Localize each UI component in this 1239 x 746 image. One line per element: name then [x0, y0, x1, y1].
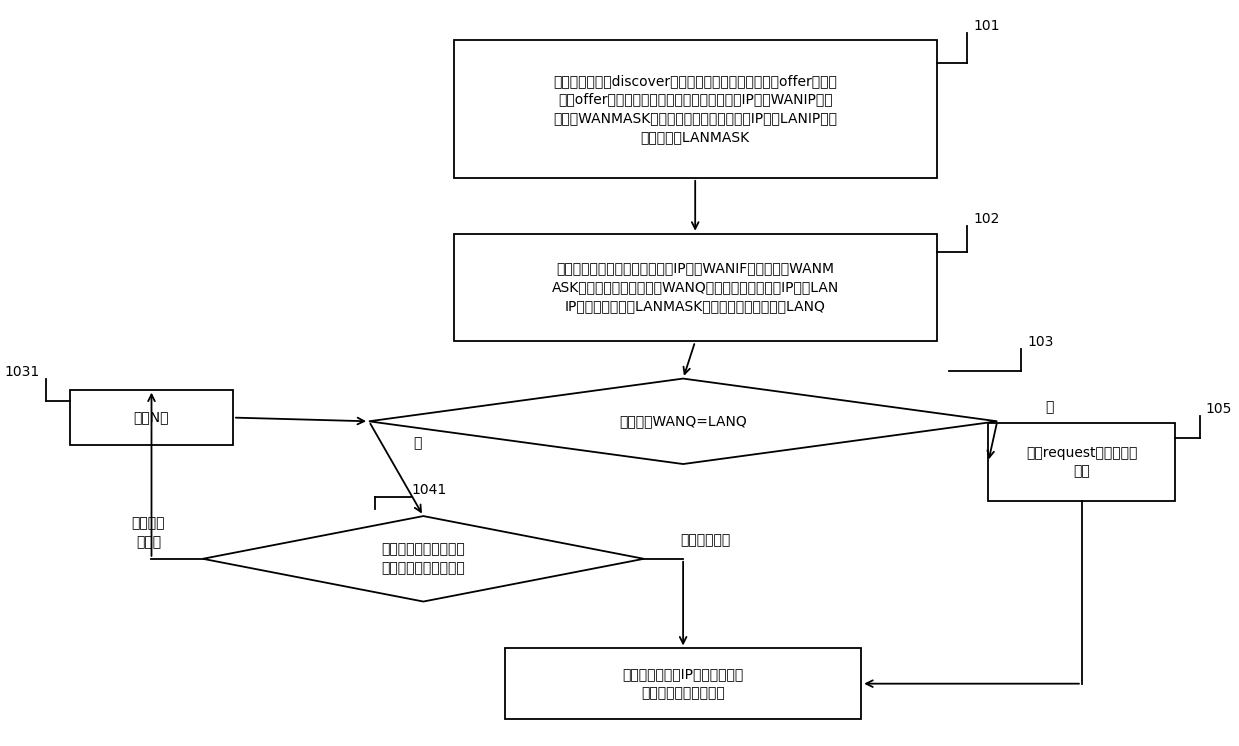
- Text: 向上级设备发送discover报文，接收由上级设备发送的offer报文，
获取offer报文中上级设备分配给二级路由器的IP地址WANIP和子
网掩码WANMA: 向上级设备发送discover报文，接收由上级设备发送的offer报文， 获取o…: [553, 74, 838, 145]
- Text: 判断是否WANQ=LANQ: 判断是否WANQ=LANQ: [620, 414, 747, 428]
- FancyBboxPatch shape: [506, 648, 861, 719]
- FancyBboxPatch shape: [453, 233, 937, 342]
- Text: 105: 105: [1206, 402, 1232, 416]
- Text: 101: 101: [973, 19, 1000, 33]
- Text: 弹出用于提示用户选择
更改或不更改的对话框: 弹出用于提示用户选择 更改或不更改的对话框: [382, 542, 465, 575]
- Polygon shape: [203, 516, 644, 601]
- Text: 1041: 1041: [411, 483, 446, 498]
- Text: 1031: 1031: [5, 365, 40, 378]
- Text: 用户选择修改: 用户选择修改: [680, 533, 730, 548]
- Text: 延时N秒: 延时N秒: [134, 410, 170, 424]
- Text: 否: 否: [1046, 400, 1054, 414]
- FancyBboxPatch shape: [453, 40, 937, 178]
- FancyBboxPatch shape: [69, 389, 233, 445]
- FancyBboxPatch shape: [989, 423, 1176, 501]
- Text: 是: 是: [413, 436, 421, 450]
- Polygon shape: [369, 378, 997, 464]
- Text: 102: 102: [973, 212, 1000, 226]
- Text: 用户选择
不修改: 用户选择 不修改: [131, 516, 165, 549]
- Text: 将上级设备分配给二级路由器的IP地址WANIF和子网掩码WANM
ASK进行与运算得到结果值WANQ，将二级路由器自身IP地址LAN
IP和自身子网掩码LANM: 将上级设备分配给二级路由器的IP地址WANIF和子网掩码WANM ASK进行与运…: [551, 262, 839, 313]
- Text: 发送request报文至上级
设备: 发送request报文至上级 设备: [1026, 445, 1137, 479]
- Text: 103: 103: [1027, 335, 1054, 349]
- Text: 更改二级路由器IP地址的网络号
并重新启动二级路由器: 更改二级路由器IP地址的网络号 并重新启动二级路由器: [622, 667, 743, 700]
